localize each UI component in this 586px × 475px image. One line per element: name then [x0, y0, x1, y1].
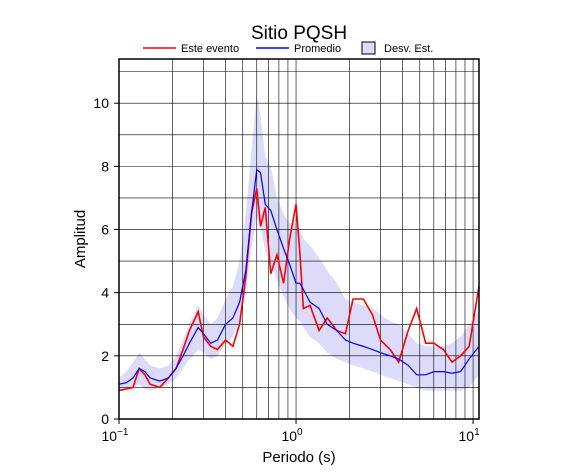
y-tick-label: 6 — [101, 222, 109, 238]
legend-label: Este evento — [181, 43, 239, 55]
y-axis-label: Amplitud — [72, 210, 89, 268]
legend-swatch — [361, 41, 376, 55]
legend: Este evento Promedio Desv. Est. — [143, 41, 433, 55]
x-tick-exponent: 0 — [297, 427, 303, 438]
chart-title: Sitio PQSH — [251, 23, 347, 44]
y-tick-label: 4 — [101, 285, 109, 301]
y-tick-label: 8 — [101, 158, 109, 174]
x-axis-label: Periodo (s) — [262, 449, 335, 466]
x-tick-label: 10−1 — [102, 427, 129, 444]
x-tick-label: 101 — [459, 427, 481, 444]
x-tick-base: 10 — [459, 428, 475, 444]
x-tick-exponent: 1 — [474, 427, 480, 438]
x-tick-base: 10 — [281, 428, 297, 444]
plot-frame — [118, 58, 480, 420]
y-tick-label: 10 — [93, 95, 109, 111]
y-tick-label: 0 — [101, 411, 109, 427]
x-tick-base: 10 — [102, 428, 118, 444]
y-tick-label: 2 — [101, 348, 109, 364]
legend-label: Desv. Est. — [384, 43, 433, 55]
x-tick-label: 100 — [281, 427, 303, 444]
x-tick-exponent: −1 — [117, 427, 129, 438]
data-line — [118, 168, 480, 385]
legend-label: Promedio — [294, 43, 341, 55]
